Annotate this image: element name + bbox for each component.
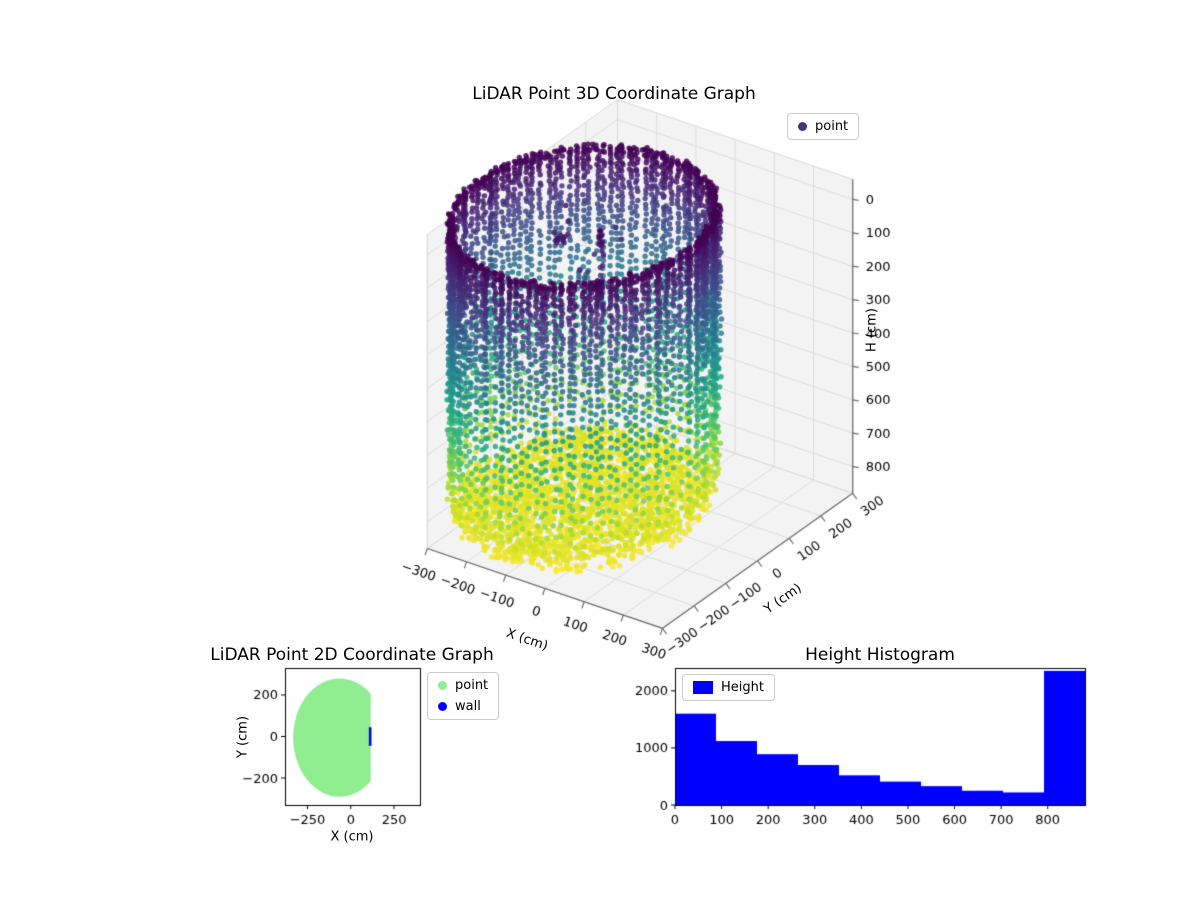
legend-label: point	[455, 678, 489, 693]
legend-entry-point: point	[798, 119, 848, 134]
legend-label: Height	[721, 680, 764, 695]
hist-legend: Height	[682, 674, 775, 701]
plot3d-haxis-label: H (cm)	[864, 308, 880, 352]
legend-entry-height: Height	[693, 680, 764, 695]
legend-entry-wall: wall	[438, 699, 488, 714]
plot3d-legend: point	[787, 113, 860, 140]
plot3d-title: LiDAR Point 3D Coordinate Graph	[472, 84, 756, 104]
plot2d-title: LiDAR Point 2D Coordinate Graph	[210, 645, 494, 665]
plot2d-yaxis-label: Y (cm)	[235, 715, 251, 759]
hist-title: Height Histogram	[805, 645, 955, 665]
height-bar-marker-icon	[693, 681, 713, 694]
legend-label: point	[815, 119, 849, 134]
plot2d-xaxis-label: X (cm)	[330, 829, 374, 845]
wall-marker-icon	[438, 702, 447, 711]
point-marker-icon	[798, 122, 807, 131]
plot2d-legend: point wall	[427, 672, 500, 720]
legend-entry-point: point	[438, 678, 488, 693]
point-marker-icon	[438, 681, 447, 690]
legend-label: wall	[455, 699, 481, 714]
